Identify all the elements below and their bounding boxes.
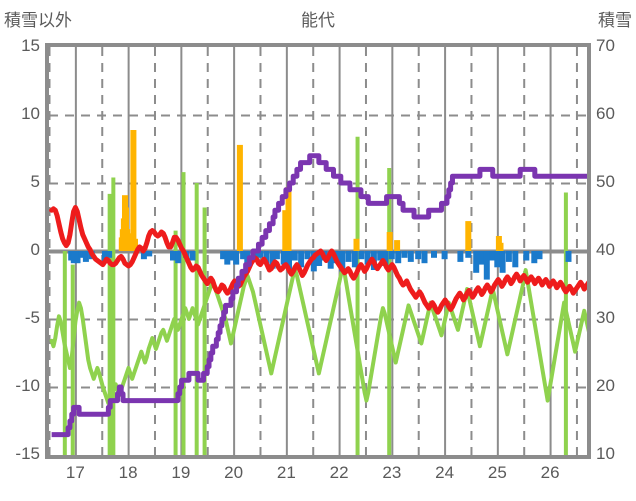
x-tick-26: 26: [540, 463, 560, 482]
chart-title: 能代: [301, 11, 335, 30]
y2-tick-30: 30: [596, 308, 615, 327]
y2-tick-20: 20: [596, 376, 615, 395]
chart-canvas: [49, 47, 587, 455]
x-tick-23: 23: [382, 463, 402, 482]
y-tick-10: 10: [21, 104, 40, 123]
plot-area: [45, 43, 591, 459]
x-tick-21: 21: [276, 463, 296, 482]
x-tick-19: 19: [171, 463, 191, 482]
x-tick-18: 18: [118, 463, 138, 482]
y-tick--15: -15: [15, 444, 40, 463]
x-tick-24: 24: [435, 463, 455, 482]
plot-inner: [49, 47, 587, 455]
x-tick-25: 25: [487, 463, 507, 482]
y2-tick-10: 10: [596, 444, 615, 463]
left-axis-unit-label: 積雪以外: [4, 11, 72, 30]
y2-tick-70: 70: [596, 36, 615, 55]
y2-tick-60: 60: [596, 104, 615, 123]
x-tick-17: 17: [65, 463, 85, 482]
y2-tick-40: 40: [596, 240, 615, 259]
y-tick-5: 5: [30, 172, 40, 191]
y2-tick-50: 50: [596, 172, 615, 191]
right-axis-unit-label: 積雪: [598, 11, 632, 30]
y-tick--10: -10: [15, 376, 40, 395]
y-tick--5: -5: [24, 308, 40, 327]
y-tick-0: 0: [30, 240, 40, 259]
x-tick-20: 20: [224, 463, 244, 482]
y-tick-15: 15: [21, 36, 40, 55]
x-tick-22: 22: [329, 463, 349, 482]
